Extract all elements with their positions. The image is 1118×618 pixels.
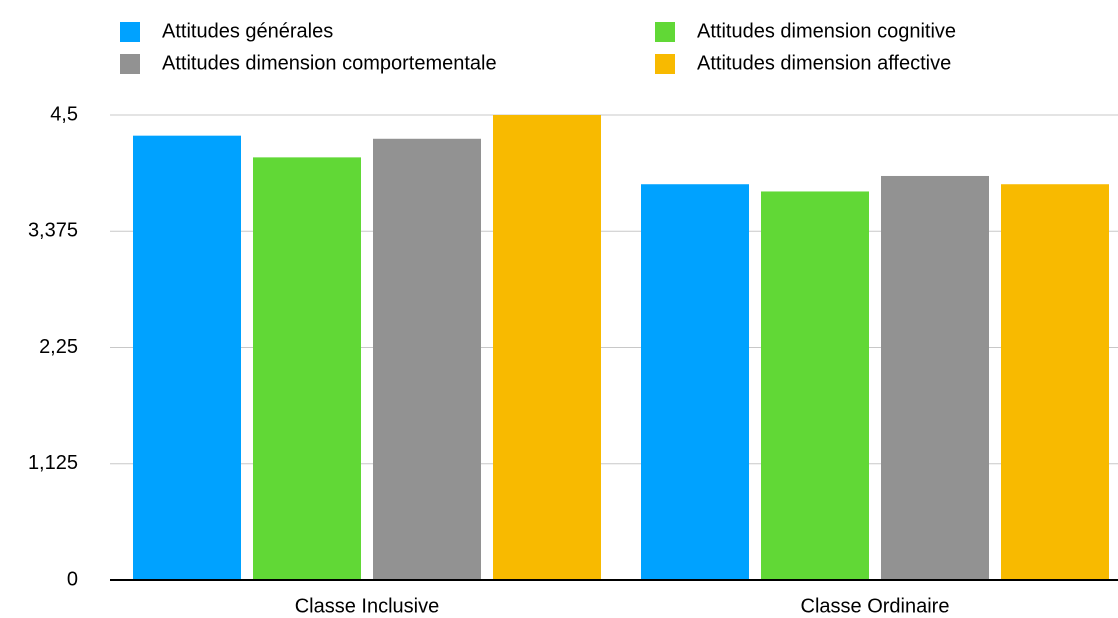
bar — [493, 115, 601, 580]
bar — [761, 191, 869, 580]
legend-swatch — [655, 22, 675, 42]
legend-swatch — [120, 54, 140, 74]
legend-swatch — [120, 22, 140, 42]
bar — [1001, 184, 1109, 580]
y-tick-label: 2,25 — [39, 336, 78, 358]
bar — [373, 138, 481, 580]
bar — [253, 157, 361, 580]
y-tick-label: 0 — [67, 568, 78, 590]
y-tick-label: 4,5 — [50, 103, 78, 125]
legend-label: Attitudes générales — [162, 20, 333, 42]
x-tick-label: Classe Inclusive — [295, 595, 440, 617]
legend-label: Attitudes dimension cognitive — [697, 20, 956, 42]
bar — [133, 135, 241, 580]
y-tick-label: 1,125 — [28, 452, 78, 474]
y-tick-label: 3,375 — [28, 220, 78, 242]
legend-label: Attitudes dimension comportementale — [162, 52, 497, 74]
x-tick-label: Classe Ordinaire — [801, 595, 950, 617]
legend-label: Attitudes dimension affective — [697, 52, 951, 74]
bar — [881, 175, 989, 580]
legend-swatch — [655, 54, 675, 74]
bar — [641, 184, 749, 580]
